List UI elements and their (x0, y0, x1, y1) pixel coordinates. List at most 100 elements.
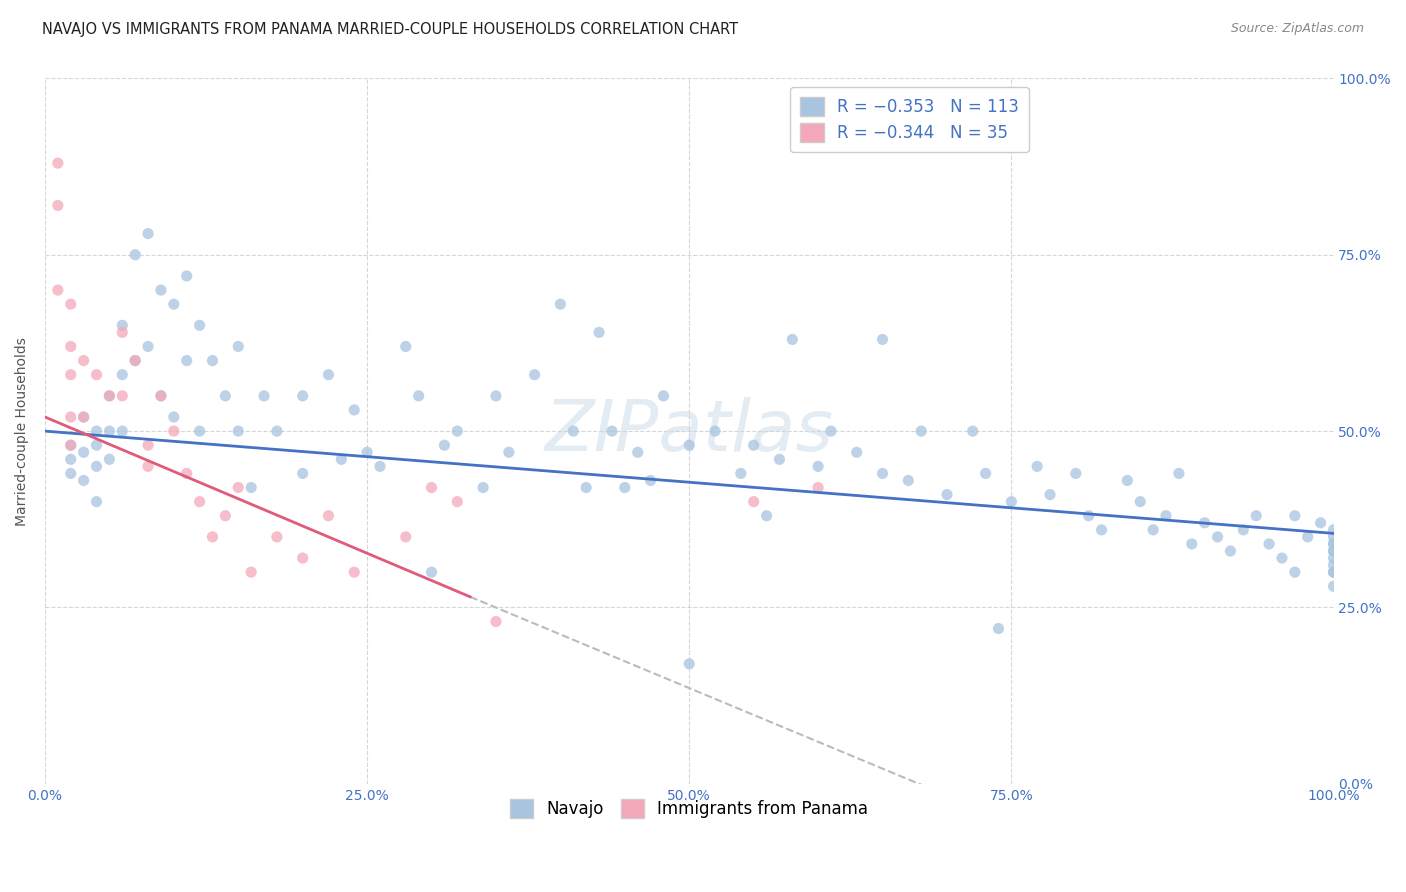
Point (872, 467, 894, 481)
Point (588, 326, 610, 340)
Point (330, 452, 353, 467)
Point (59, 339, 82, 353)
Point (226, 339, 249, 353)
Point (318, 368, 340, 382)
Point (149, 389, 172, 403)
Point (1322, 537, 1344, 551)
Point (742, 438, 765, 452)
Point (176, 268, 198, 283)
Point (1167, 467, 1189, 481)
Point (395, 530, 418, 544)
Point (72, 474, 94, 488)
Point (343, 403, 366, 417)
Point (59, 438, 82, 452)
Point (86, 494, 108, 508)
Point (46, 198, 69, 212)
Point (472, 481, 495, 495)
Point (1322, 537, 1344, 551)
Point (188, 424, 211, 438)
Point (1154, 508, 1177, 523)
Point (408, 389, 430, 403)
Point (176, 467, 198, 481)
Point (59, 467, 82, 481)
Point (420, 481, 443, 495)
Point (1284, 565, 1306, 579)
Point (214, 389, 236, 403)
Point (98, 452, 121, 467)
Point (807, 481, 830, 495)
Point (768, 452, 790, 467)
Point (136, 438, 159, 452)
Point (86, 438, 108, 452)
Point (1258, 537, 1281, 551)
Point (742, 494, 765, 508)
Point (704, 424, 727, 438)
Point (149, 389, 172, 403)
Point (111, 389, 134, 403)
Point (910, 424, 932, 438)
Point (188, 318, 211, 333)
Point (1322, 565, 1344, 579)
Point (678, 657, 700, 671)
Point (226, 481, 249, 495)
Point (1026, 459, 1049, 474)
Point (1244, 508, 1267, 523)
Point (807, 459, 830, 474)
Point (562, 424, 585, 438)
Point (163, 297, 186, 311)
Point (111, 424, 134, 438)
Point (1219, 544, 1241, 558)
Point (962, 424, 984, 438)
Point (240, 481, 263, 495)
Point (936, 487, 959, 501)
Point (550, 297, 572, 311)
Point (343, 565, 366, 579)
Point (1322, 544, 1344, 558)
Point (575, 481, 598, 495)
Point (395, 339, 418, 353)
Point (1142, 523, 1164, 537)
Point (72, 353, 94, 368)
Point (59, 438, 82, 452)
Text: NAVAJO VS IMMIGRANTS FROM PANAMA MARRIED-COUPLE HOUSEHOLDS CORRELATION CHART: NAVAJO VS IMMIGRANTS FROM PANAMA MARRIED… (42, 22, 738, 37)
Point (291, 389, 314, 403)
Legend: Navajo, Immigrants from Panama: Navajo, Immigrants from Panama (503, 792, 875, 825)
Point (987, 622, 1010, 636)
Point (1090, 523, 1112, 537)
Text: Source: ZipAtlas.com: Source: ZipAtlas.com (1230, 22, 1364, 36)
Point (163, 409, 186, 424)
Point (1064, 467, 1087, 481)
Point (98, 389, 121, 403)
Point (124, 353, 146, 368)
Point (59, 368, 82, 382)
Point (523, 368, 546, 382)
Point (149, 283, 172, 297)
Point (86, 424, 108, 438)
Point (782, 333, 804, 347)
Point (485, 615, 508, 629)
Point (420, 565, 443, 579)
Point (318, 508, 340, 523)
Y-axis label: Married-couple Households: Married-couple Households (15, 336, 30, 525)
Point (1116, 474, 1139, 488)
Point (291, 467, 314, 481)
Point (1194, 516, 1216, 530)
Point (59, 297, 82, 311)
Point (1322, 530, 1344, 544)
Point (872, 333, 894, 347)
Point (86, 459, 108, 474)
Point (59, 452, 82, 467)
Point (446, 424, 468, 438)
Point (1322, 558, 1344, 573)
Point (253, 389, 276, 403)
Point (1077, 508, 1099, 523)
Point (291, 551, 314, 566)
Point (845, 445, 868, 459)
Point (136, 459, 159, 474)
Point (240, 565, 263, 579)
Point (201, 530, 224, 544)
Point (1322, 551, 1344, 566)
Point (1322, 565, 1344, 579)
Point (226, 424, 249, 438)
Point (124, 353, 146, 368)
